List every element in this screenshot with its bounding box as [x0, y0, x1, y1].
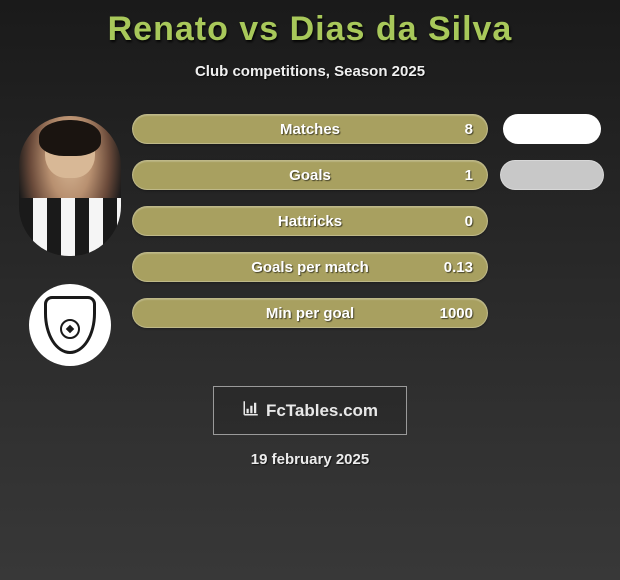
stat-label: Matches	[280, 121, 340, 138]
player-left-column	[8, 114, 132, 366]
stat-value: 0	[465, 213, 473, 230]
right-value-pill	[503, 114, 601, 144]
stat-label: Min per goal	[266, 305, 354, 322]
stat-bar-gpm: Goals per match 0.13	[132, 252, 488, 282]
club-logo	[29, 284, 111, 366]
player-right-column	[492, 114, 612, 366]
right-value-pill	[500, 160, 604, 190]
stat-label: Hattricks	[278, 213, 342, 230]
comparison-row: Matches 8 Goals 1 Hattricks 0 Goals per …	[0, 114, 620, 366]
stat-label: Goals per match	[251, 259, 369, 276]
chart-icon	[242, 399, 260, 422]
attribution-text: FcTables.com	[266, 401, 378, 421]
stat-bar-matches: Matches 8	[132, 114, 488, 144]
player-photo	[19, 116, 121, 256]
footer: FcTables.com 19 february 2025	[0, 386, 620, 468]
stat-bar-goals: Goals 1	[132, 160, 488, 190]
stat-value: 0.13	[444, 259, 473, 276]
stat-label: Goals	[289, 167, 331, 184]
stat-bar-mpg: Min per goal 1000	[132, 298, 488, 328]
stat-value: 1000	[440, 305, 473, 322]
stats-column: Matches 8 Goals 1 Hattricks 0 Goals per …	[132, 114, 492, 366]
attribution-badge: FcTables.com	[213, 386, 407, 435]
page-subtitle: Club competitions, Season 2025	[0, 63, 620, 80]
stat-bar-hattricks: Hattricks 0	[132, 206, 488, 236]
page-title: Renato vs Dias da Silva	[0, 10, 620, 49]
stat-value: 1	[465, 167, 473, 184]
stat-value: 8	[465, 121, 473, 138]
date-text: 19 february 2025	[0, 451, 620, 468]
